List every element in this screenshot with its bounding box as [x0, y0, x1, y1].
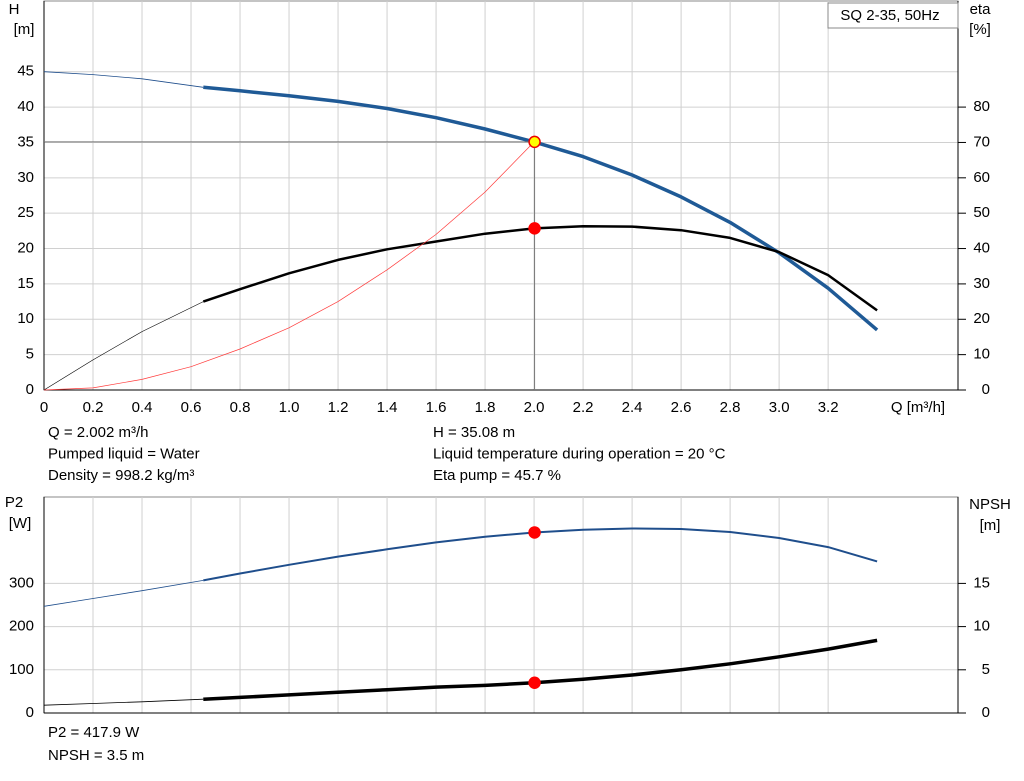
- annotation: NPSH = 3.5 m: [48, 747, 144, 764]
- y-tick-label: 10: [17, 310, 34, 327]
- x-tick-label: 2.2: [573, 399, 594, 416]
- x-tick-label: 2.6: [671, 399, 692, 416]
- x-tick-label: 2.0: [524, 399, 545, 416]
- x-tick-label: 0.4: [132, 399, 153, 416]
- annotation: Liquid temperature during operation = 20…: [433, 445, 726, 462]
- title-box: [827, 2, 959, 29]
- y2-axis-label: NPSH: [969, 496, 1011, 513]
- x-tick-label: 2.8: [720, 399, 741, 416]
- operating-point: [528, 526, 541, 539]
- y-axis-label: [W]: [9, 515, 32, 532]
- x-tick-label: 1.4: [377, 399, 398, 416]
- y2-axis-label: [m]: [980, 517, 1001, 534]
- x-tick-label: 1.0: [279, 399, 300, 416]
- x-axis-label: Q [m³/h]: [891, 399, 945, 416]
- y-tick-label: 200: [9, 618, 34, 635]
- curve: [203, 527, 878, 582]
- y2-tick-label: 30: [973, 275, 990, 292]
- chart-title: SQ 2-35, 50Hz: [840, 7, 939, 24]
- y-tick-label: 35: [17, 133, 34, 150]
- curve: [43, 71, 204, 88]
- plot-frame: [43, 496, 959, 714]
- y-tick-label: 0: [26, 704, 34, 721]
- y-axis-label: H: [9, 1, 20, 18]
- x-tick-label: 2.4: [622, 399, 643, 416]
- y-tick-label: 25: [17, 204, 34, 221]
- curve: [202, 225, 878, 312]
- x-tick-label: 0.6: [181, 399, 202, 416]
- annotation: P2 = 417.9 W: [48, 724, 140, 741]
- y-tick-label: 0: [26, 381, 34, 398]
- x-tick-label: 3.0: [769, 399, 790, 416]
- y-axis-label: P2: [5, 494, 23, 511]
- y2-axis-label: [%]: [969, 21, 991, 38]
- x-tick-label: 1.2: [328, 399, 349, 416]
- y2-tick-label: 80: [973, 98, 990, 115]
- curve: [43, 141, 535, 391]
- x-tick-label: 0.2: [83, 399, 104, 416]
- y2-tick-label: 15: [973, 574, 990, 591]
- y2-tick-label: 40: [973, 240, 990, 257]
- y-tick-label: 15: [17, 275, 34, 292]
- annotation: H = 35.08 m: [433, 424, 515, 441]
- y2-tick-label: 60: [973, 169, 990, 186]
- y-tick-label: 45: [17, 63, 34, 80]
- y2-tick-label: 50: [973, 204, 990, 221]
- y-tick-label: 30: [17, 169, 34, 186]
- curve: [43, 698, 204, 706]
- y-axis-label: [m]: [14, 21, 35, 38]
- y2-axis-label: eta: [970, 1, 992, 18]
- operating-point: [528, 222, 541, 235]
- y2-tick-label: 20: [973, 310, 990, 327]
- y-tick-label: 40: [17, 98, 34, 115]
- curve: [203, 85, 879, 332]
- x-tick-label: 3.2: [818, 399, 839, 416]
- y2-tick-label: 0: [982, 381, 990, 398]
- y-tick-label: 300: [9, 574, 34, 591]
- y-tick-label: 100: [9, 661, 34, 678]
- annotation: Density = 998.2 kg/m³: [48, 467, 194, 484]
- x-tick-label: 0: [40, 399, 48, 416]
- annotation: Eta pump = 45.7 %: [433, 467, 561, 484]
- y-tick-label: 5: [26, 346, 34, 363]
- annotation: Q = 2.002 m³/h: [48, 424, 148, 441]
- y2-tick-label: 10: [973, 618, 990, 635]
- y2-tick-label: 0: [982, 704, 990, 721]
- y2-tick-label: 10: [973, 346, 990, 363]
- x-tick-label: 1.8: [475, 399, 496, 416]
- operating-point: [528, 135, 541, 149]
- x-tick-label: 1.6: [426, 399, 447, 416]
- y2-tick-label: 5: [982, 661, 990, 678]
- x-tick-label: 0.8: [230, 399, 251, 416]
- curve: [43, 580, 204, 607]
- operating-point: [528, 676, 541, 690]
- curve: [43, 301, 204, 391]
- annotation: Pumped liquid = Water: [48, 445, 200, 462]
- y2-tick-label: 70: [973, 133, 990, 150]
- y-tick-label: 20: [17, 240, 34, 257]
- plot-frame: [43, 0, 959, 391]
